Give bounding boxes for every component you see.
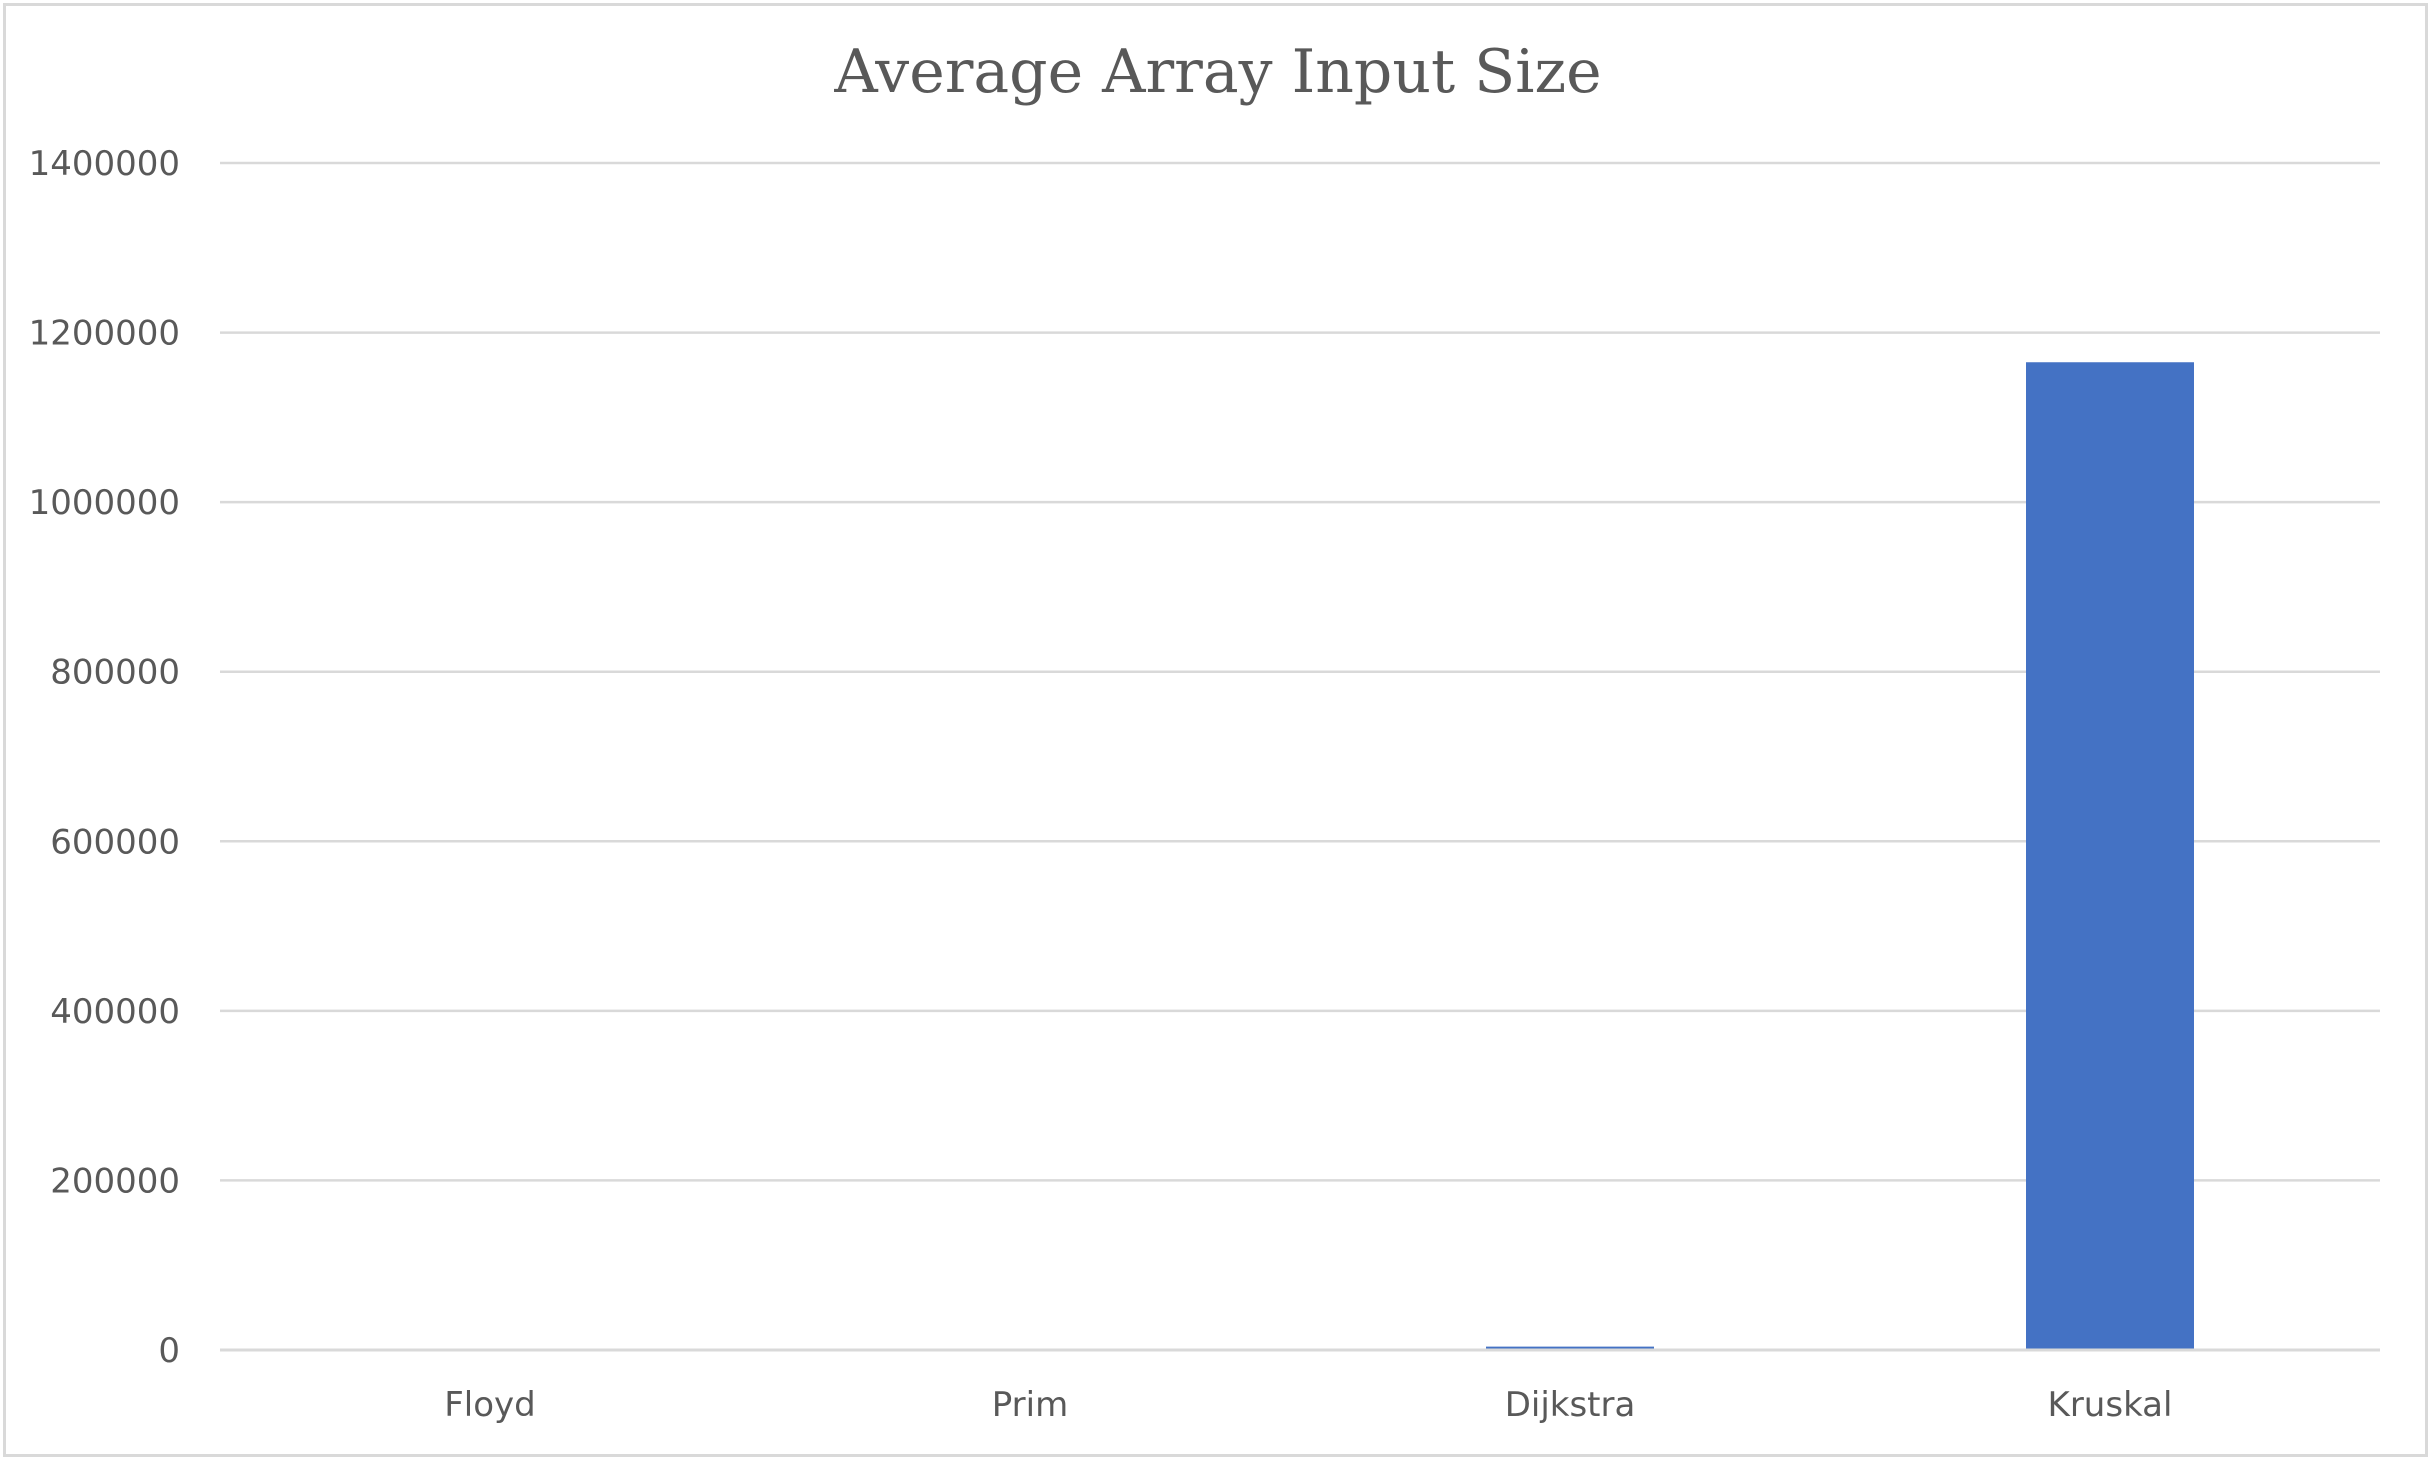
bars bbox=[1486, 362, 2194, 1350]
y-tick-label: 1400000 bbox=[29, 144, 180, 184]
y-tick-label: 800000 bbox=[50, 653, 180, 693]
y-tick-label: 1200000 bbox=[29, 314, 180, 354]
y-axis-ticks: 0 200000 400000 600000 800000 1000000 1200000 1… bbox=[29, 144, 180, 1371]
y-tick-label: 400000 bbox=[50, 992, 180, 1032]
y-tick-label: 1000000 bbox=[29, 483, 180, 523]
gridlines bbox=[220, 161, 2380, 1182]
y-tick-label: 200000 bbox=[50, 1161, 180, 1201]
x-tick-label: Kruskal bbox=[2048, 1385, 2173, 1425]
x-tick-label: Prim bbox=[992, 1385, 1068, 1425]
x-axis-ticks: Floyd Prim Dijkstra Kruskal bbox=[444, 1385, 2172, 1425]
bar-dijkstra bbox=[1486, 1346, 1654, 1350]
chart-frame bbox=[3, 3, 2428, 1457]
x-tick-label: Dijkstra bbox=[1505, 1385, 1636, 1425]
x-tick-label: Floyd bbox=[444, 1385, 536, 1425]
y-tick-label: 600000 bbox=[50, 822, 180, 862]
y-tick-label: 0 bbox=[158, 1331, 180, 1371]
chart-title: Average Array Input Size bbox=[833, 37, 1601, 107]
bar-kruskal bbox=[2026, 362, 2194, 1350]
